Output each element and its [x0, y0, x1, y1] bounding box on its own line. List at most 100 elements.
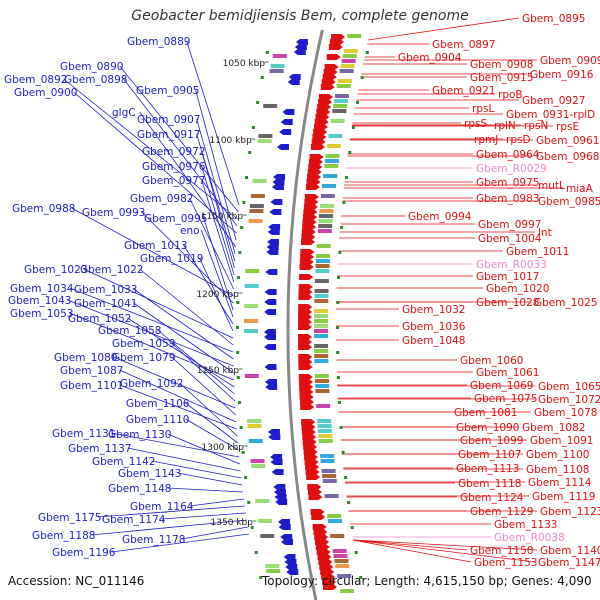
forward-gene-arrow [301, 234, 316, 240]
forward-gene-arrow [301, 429, 316, 435]
forward-function-mark [314, 329, 329, 333]
forward-function-mark [314, 319, 329, 323]
forward-function-mark [316, 404, 331, 408]
left-gene-label: Gbem_1148 [108, 483, 171, 495]
green-tick-mark [359, 576, 363, 579]
forward-function-mark [317, 419, 332, 423]
forward-function-mark [314, 279, 329, 283]
reverse-gene-arrow [295, 39, 308, 45]
reverse-function-mark [248, 219, 263, 223]
green-tick-mark [236, 326, 240, 329]
left-leader-line [185, 418, 239, 451]
left-gene-label: Gbem_1013 [124, 240, 187, 252]
left-leader-line [179, 382, 238, 437]
green-tick-mark [344, 476, 348, 479]
forward-function-mark [319, 209, 334, 213]
forward-gene-arrow [299, 274, 314, 280]
forward-function-mark [314, 374, 329, 378]
forward-function-mark [317, 424, 332, 428]
left-gene-label: Gbem_0898 [64, 74, 127, 86]
forward-function-mark [315, 259, 330, 263]
kbp-label: 1200 kbp [196, 290, 239, 300]
left-leader-line [83, 268, 234, 339]
reverse-function-mark [255, 499, 270, 503]
forward-gene-arrow [314, 534, 329, 540]
forward-gene-arrow [302, 434, 317, 440]
reverse-function-mark [250, 194, 265, 198]
reverse-gene-arrow [282, 109, 295, 115]
reverse-gene-arrow [283, 554, 296, 560]
forward-gene-arrow [311, 514, 326, 520]
forward-gene-arrow [312, 134, 327, 140]
forward-gene-arrow [298, 359, 313, 365]
kbp-label: 1150 kbp [201, 212, 244, 222]
forward-function-mark [314, 379, 329, 383]
map-title: Geobacter bemidjiensis Bem, complete gen… [131, 8, 469, 24]
reverse-function-mark [252, 179, 267, 183]
forward-function-mark [324, 494, 339, 498]
left-leader-line [139, 268, 234, 346]
right-leader-line [352, 539, 538, 551]
reverse-function-mark [265, 564, 280, 568]
reverse-function-mark [244, 304, 259, 308]
forward-gene-arrow [328, 44, 343, 50]
right-gene-label: rpmJ [474, 134, 498, 146]
reverse-gene-arrow [281, 539, 294, 545]
reverse-gene-arrow [273, 489, 286, 495]
left-gene-label: Gbem_0907 [137, 114, 200, 126]
right-gene-label: Gbem_1061 [476, 367, 539, 379]
forward-gene-arrow [308, 164, 323, 170]
forward-function-mark [333, 104, 348, 108]
forward-gene-arrow [300, 254, 315, 260]
forward-function-mark [315, 389, 330, 393]
reverse-function-mark [257, 139, 272, 143]
left-gene-label: Gbem_1174 [102, 514, 166, 526]
green-tick-mark [336, 326, 340, 329]
left-leader-line [189, 498, 244, 507]
forward-gene-arrow [299, 394, 314, 400]
reverse-gene-arrow [273, 174, 286, 180]
reverse-gene-arrow [264, 309, 277, 315]
left-gene-label: Gbem_0900 [14, 87, 77, 99]
forward-function-mark [316, 254, 331, 258]
reverse-function-mark [244, 319, 259, 323]
left-gene-label: Gbem_1053 [10, 308, 73, 320]
left-leader-line [171, 342, 236, 402]
right-gene-label: Gbem_R0038 [494, 532, 565, 544]
right-gene-label: Gbem_0964 [476, 149, 540, 161]
forward-function-mark [337, 574, 352, 578]
green-tick-mark [337, 401, 341, 404]
left-gene-label: Gbem_1137 [68, 443, 131, 455]
reverse-gene-arrow [266, 244, 279, 250]
green-tick-mark [365, 51, 369, 54]
forward-gene-arrow [298, 374, 313, 380]
green-tick-mark [347, 501, 351, 504]
forward-function-mark [341, 59, 356, 63]
green-tick-mark [236, 351, 240, 354]
right-gene-label: Gbem_1069 [470, 380, 533, 392]
forward-gene-arrow [306, 179, 321, 185]
green-tick-mark [244, 476, 248, 479]
forward-gene-arrow [303, 449, 318, 455]
reverse-gene-arrow [272, 179, 285, 185]
left-leader-line [97, 505, 245, 518]
right-gene-label: Gbem_1147 [538, 557, 600, 569]
forward-gene-arrow [311, 139, 326, 145]
left-gene-label: Gbem_1087 [60, 365, 123, 377]
reverse-function-mark [258, 134, 273, 138]
green-tick-mark [338, 251, 342, 254]
reverse-function-mark [269, 69, 284, 73]
right-gene-label: Gbem_0997 [478, 219, 541, 231]
right-leader-line [352, 539, 468, 551]
right-gene-label: Gbem_0904 [398, 52, 462, 64]
forward-function-mark [328, 134, 343, 138]
right-gene-label: Gbem_1090 [456, 422, 519, 434]
left-leader-line [119, 65, 239, 213]
forward-gene-arrow [298, 289, 313, 295]
right-gene-label: Gbem_0895 [522, 13, 585, 25]
forward-gene-arrow [320, 569, 335, 575]
right-gene-label: Gbem_1108 [526, 464, 589, 476]
forward-gene-arrow [314, 119, 329, 125]
right-gene-label: Gbem_0931-rplD [506, 109, 595, 121]
